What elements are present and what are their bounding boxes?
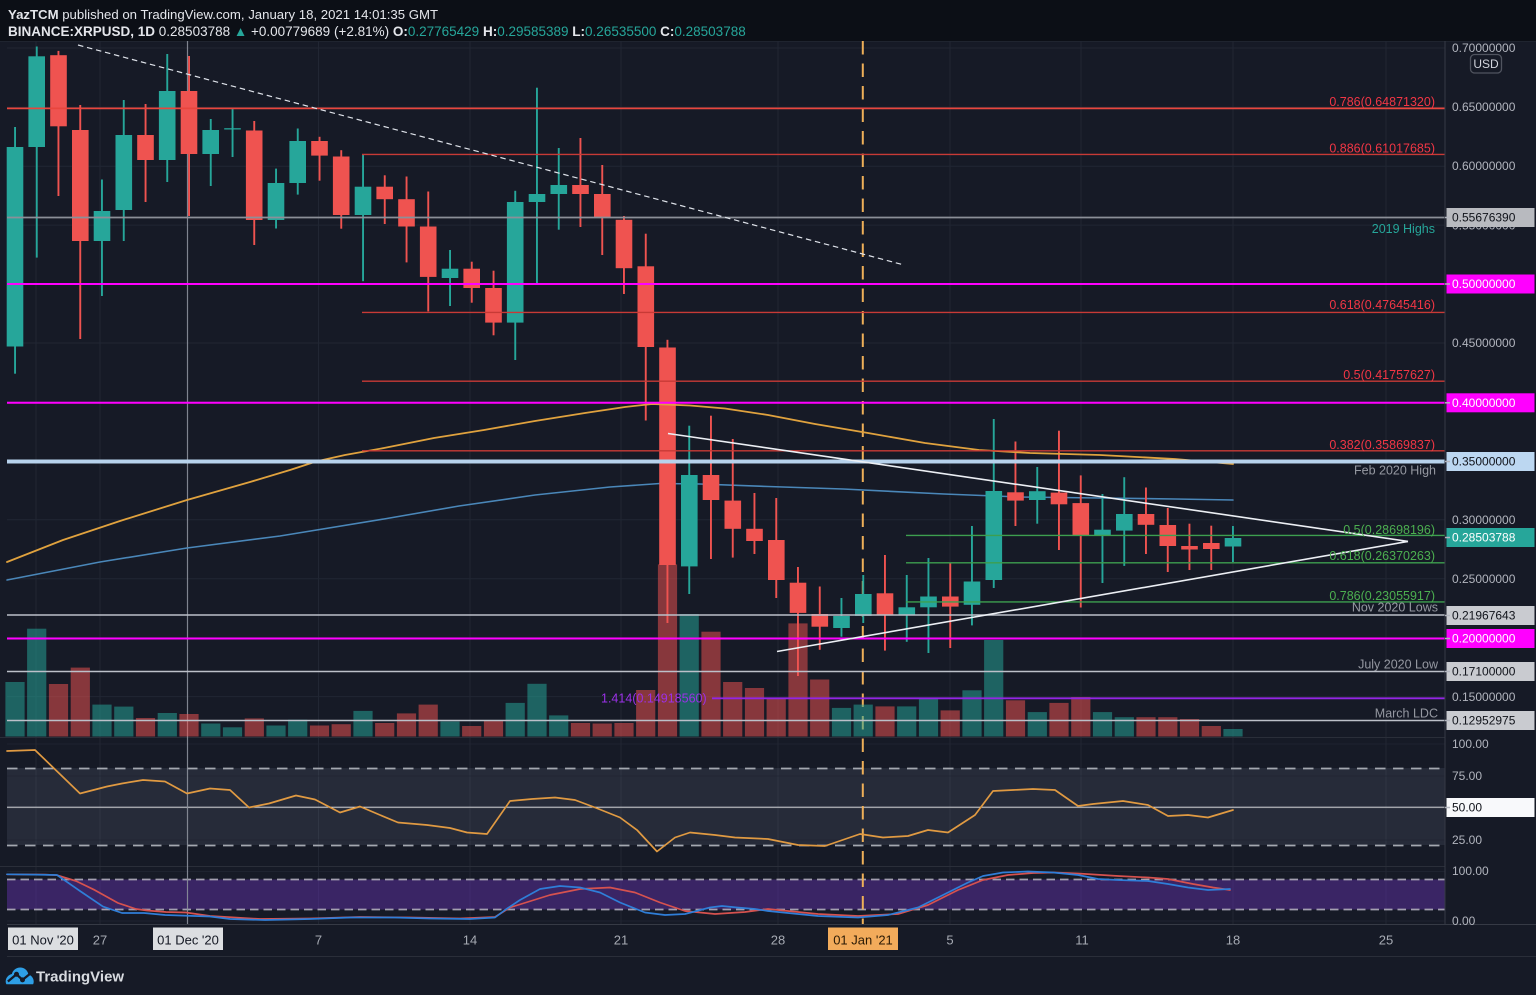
svg-text:27: 27 xyxy=(93,933,107,948)
svg-text:28: 28 xyxy=(771,933,785,948)
svg-text:11: 11 xyxy=(1075,933,1089,948)
svg-text:0.786(0.64871320): 0.786(0.64871320) xyxy=(1329,95,1435,109)
svg-text:100.00: 100.00 xyxy=(1452,864,1489,878)
svg-text:0.12952975: 0.12952975 xyxy=(1452,714,1516,728)
svg-text:0.618(0.47645416): 0.618(0.47645416) xyxy=(1329,298,1435,312)
svg-text:01 Jan '21: 01 Jan '21 xyxy=(833,933,893,948)
svg-text:Nov 2020 Lows: Nov 2020 Lows xyxy=(1352,601,1438,615)
svg-text:0.5(0.28698196): 0.5(0.28698196) xyxy=(1343,523,1435,537)
svg-text:0.70000000: 0.70000000 xyxy=(1452,41,1516,55)
svg-text:0.25000000: 0.25000000 xyxy=(1452,572,1516,586)
svg-text:0.00: 0.00 xyxy=(1452,914,1476,928)
svg-text:TradingView: TradingView xyxy=(36,969,124,986)
svg-text:0.60000000: 0.60000000 xyxy=(1452,159,1516,173)
svg-text:0.45000000: 0.45000000 xyxy=(1452,336,1516,350)
svg-text:100.00: 100.00 xyxy=(1452,737,1489,751)
svg-text:0.786(0.23055917): 0.786(0.23055917) xyxy=(1329,589,1435,603)
svg-text:5: 5 xyxy=(946,933,953,948)
svg-text:0.28503788: 0.28503788 xyxy=(1452,531,1516,545)
svg-text:7: 7 xyxy=(315,933,322,948)
svg-text:50.00: 50.00 xyxy=(1452,801,1482,815)
svg-text:25.00: 25.00 xyxy=(1452,833,1482,847)
svg-text:0.50000000: 0.50000000 xyxy=(1452,277,1516,291)
svg-text:March LDC: March LDC xyxy=(1375,707,1438,721)
svg-text:0.20000000: 0.20000000 xyxy=(1452,632,1516,646)
svg-text:21: 21 xyxy=(614,933,628,948)
svg-text:0.30000000: 0.30000000 xyxy=(1452,513,1516,527)
svg-text:0.382(0.35869837): 0.382(0.35869837) xyxy=(1329,438,1435,452)
svg-text:0.55676390: 0.55676390 xyxy=(1452,211,1516,225)
svg-text:BINANCE:XRPUSD, 1D 0.28503788: BINANCE:XRPUSD, 1D 0.28503788 ▲ +0.00779… xyxy=(8,24,746,39)
svg-text:0.21967643: 0.21967643 xyxy=(1452,609,1516,623)
svg-text:0.886(0.61017685): 0.886(0.61017685) xyxy=(1329,142,1435,156)
svg-text:0.40000000: 0.40000000 xyxy=(1452,396,1516,410)
svg-text:01 Dec '20: 01 Dec '20 xyxy=(157,933,219,948)
svg-text:2019 Highs: 2019 Highs xyxy=(1372,222,1435,236)
svg-text:1.414(0.14918560): 1.414(0.14918560) xyxy=(601,692,707,706)
svg-text:0.15000000: 0.15000000 xyxy=(1452,690,1516,704)
svg-text:18: 18 xyxy=(1226,933,1240,948)
svg-text:0.5(0.41757627): 0.5(0.41757627) xyxy=(1343,368,1435,382)
svg-text:0.65000000: 0.65000000 xyxy=(1452,100,1516,114)
svg-text:0.17100000: 0.17100000 xyxy=(1452,665,1516,679)
svg-text:01 Nov '20: 01 Nov '20 xyxy=(12,933,74,948)
svg-text:July 2020 Low: July 2020 Low xyxy=(1358,658,1439,672)
svg-text:Feb 2020 High: Feb 2020 High xyxy=(1354,464,1436,478)
svg-text:75.00: 75.00 xyxy=(1452,769,1482,783)
svg-text:YazTCM published on TradingVie: YazTCM published on TradingView.com, Jan… xyxy=(8,7,438,22)
svg-text:14: 14 xyxy=(463,933,477,948)
svg-text:0.35000000: 0.35000000 xyxy=(1452,455,1516,469)
svg-text:0.618(0.26370263): 0.618(0.26370263) xyxy=(1329,549,1435,563)
svg-text:USD: USD xyxy=(1473,57,1499,71)
svg-text:25: 25 xyxy=(1379,933,1393,948)
